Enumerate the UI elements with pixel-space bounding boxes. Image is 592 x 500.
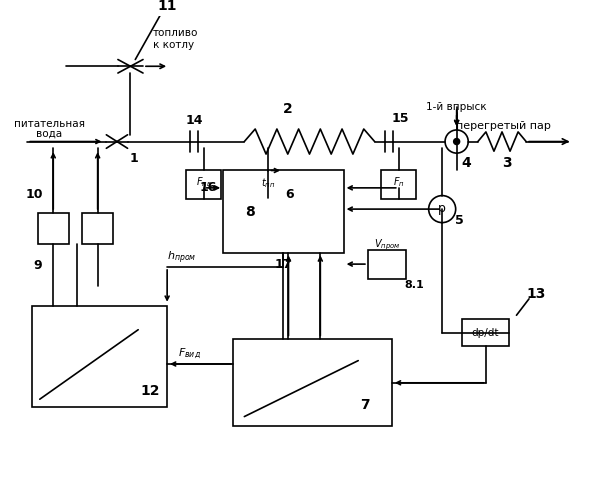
Text: 2: 2 <box>283 102 292 116</box>
Text: 10: 10 <box>25 188 43 201</box>
Circle shape <box>429 196 456 222</box>
Text: 8.1: 8.1 <box>404 280 424 290</box>
Text: dp/dt: dp/dt <box>472 328 499 338</box>
Text: 7: 7 <box>360 398 370 412</box>
Text: 1-й впрыск: 1-й впрыск <box>426 102 487 112</box>
Bar <box>462 319 509 346</box>
Bar <box>38 213 69 244</box>
Text: $F_{п}$: $F_{п}$ <box>393 175 404 189</box>
Text: 16: 16 <box>200 182 217 194</box>
Text: 6: 6 <box>285 188 294 201</box>
Text: топливо: топливо <box>153 28 198 38</box>
Text: 3: 3 <box>502 156 511 170</box>
Bar <box>186 170 221 200</box>
Text: 8: 8 <box>245 204 255 218</box>
Text: питательная: питательная <box>14 119 85 129</box>
Text: $V_{пром}$: $V_{пром}$ <box>374 238 400 252</box>
Text: 17: 17 <box>275 258 292 270</box>
Text: 5: 5 <box>455 214 464 227</box>
Text: 14: 14 <box>185 114 203 127</box>
Circle shape <box>255 172 282 198</box>
Text: 4: 4 <box>461 156 471 170</box>
Text: $h_{пром}$: $h_{пром}$ <box>167 249 197 266</box>
Bar <box>233 340 392 426</box>
Text: 1: 1 <box>130 152 139 166</box>
Text: 12: 12 <box>140 384 159 398</box>
Circle shape <box>445 130 468 153</box>
Bar <box>368 250 407 278</box>
Text: к котлу: к котлу <box>153 40 194 50</box>
Text: 11: 11 <box>157 0 177 14</box>
Bar <box>381 170 416 200</box>
Text: перегретый пар: перегретый пар <box>456 121 551 131</box>
Text: $t_{пп}$: $t_{пп}$ <box>261 176 276 190</box>
Bar <box>223 170 344 252</box>
Text: р: р <box>438 202 446 214</box>
Circle shape <box>453 138 459 144</box>
Bar <box>32 306 167 407</box>
Text: 15: 15 <box>392 112 410 125</box>
Bar <box>82 213 113 244</box>
Text: 13: 13 <box>526 287 545 301</box>
Text: вода: вода <box>36 129 63 139</box>
Text: $F_{вид}$: $F_{вид}$ <box>178 346 201 360</box>
Text: 9: 9 <box>34 258 42 272</box>
Text: $F_{пв}$: $F_{пв}$ <box>196 175 212 189</box>
